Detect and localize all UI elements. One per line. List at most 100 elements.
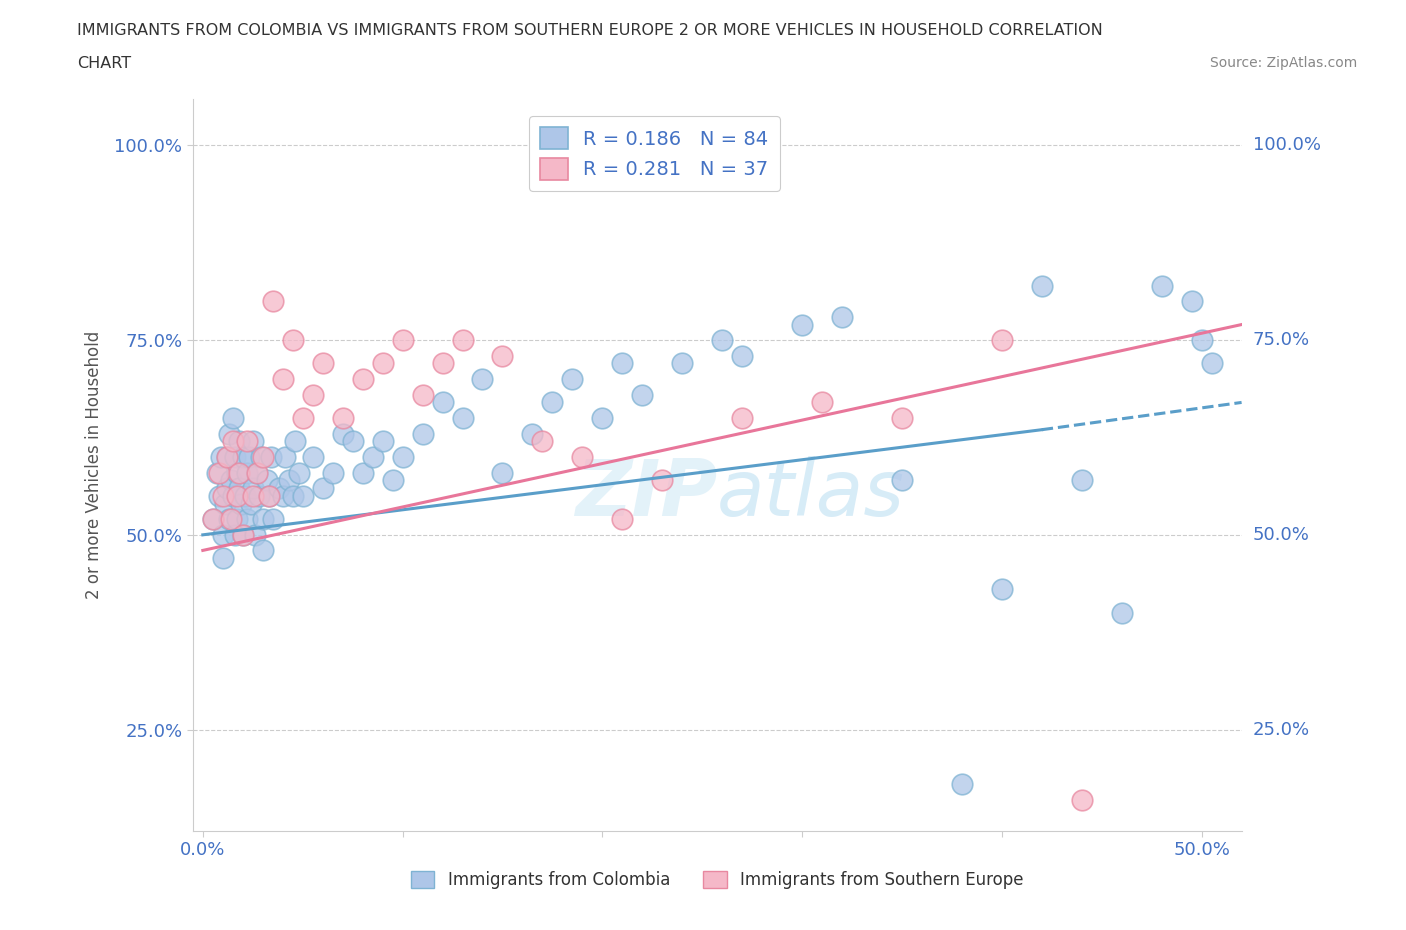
Point <box>257 488 280 503</box>
Point <box>301 387 323 402</box>
Text: 50.0%: 50.0% <box>1253 525 1309 544</box>
Point <box>256 472 278 487</box>
Text: IMMIGRANTS FROM COLOMBIA VS IMMIGRANTS FROM SOUTHERN EUROPE 2 OR MORE VEHICLES I: IMMIGRANTS FROM COLOMBIA VS IMMIGRANTS F… <box>77 23 1104 38</box>
Point <box>531 434 554 449</box>
Text: Source: ZipAtlas.com: Source: ZipAtlas.com <box>1209 56 1357 70</box>
Point <box>267 481 290 496</box>
Point <box>262 294 284 309</box>
Text: CHART: CHART <box>77 56 131 71</box>
Point <box>225 512 247 526</box>
Point <box>412 387 434 402</box>
Point <box>281 488 304 503</box>
Point <box>1031 278 1053 293</box>
Point <box>1181 294 1204 309</box>
Point <box>262 512 284 526</box>
Point <box>831 310 853 325</box>
Point <box>671 356 693 371</box>
Point <box>491 465 513 480</box>
Point <box>229 497 252 512</box>
Point <box>571 449 593 464</box>
Point <box>371 434 394 449</box>
Point <box>284 434 307 449</box>
Point <box>246 465 269 480</box>
Point <box>391 449 413 464</box>
Point <box>233 488 256 503</box>
Point <box>211 551 233 565</box>
Point <box>361 449 384 464</box>
Point <box>205 465 228 480</box>
Legend: R = 0.186   N = 84, R = 0.281   N = 37: R = 0.186 N = 84, R = 0.281 N = 37 <box>529 115 780 192</box>
Point <box>591 410 613 425</box>
Point <box>252 543 274 558</box>
Point <box>232 527 254 542</box>
Point <box>218 512 240 526</box>
Text: ZIP: ZIP <box>575 456 717 532</box>
Point <box>228 465 250 480</box>
Point <box>222 488 245 503</box>
Point <box>711 333 734 348</box>
Point <box>1191 333 1213 348</box>
Point <box>391 333 413 348</box>
Point <box>281 333 304 348</box>
Point <box>238 449 260 464</box>
Point <box>232 527 254 542</box>
Point <box>224 449 246 464</box>
Point <box>252 449 274 464</box>
Point <box>218 426 240 441</box>
Point <box>274 449 297 464</box>
Point <box>232 449 254 464</box>
Point <box>211 488 233 503</box>
Point <box>311 356 333 371</box>
Point <box>222 434 245 449</box>
Point <box>257 488 280 503</box>
Point <box>991 333 1014 348</box>
Point <box>352 372 374 387</box>
Point <box>451 333 474 348</box>
Point <box>322 465 344 480</box>
Point <box>612 512 634 526</box>
Point <box>291 488 314 503</box>
Point <box>260 449 283 464</box>
Point <box>224 527 246 542</box>
Point <box>950 777 973 791</box>
Point <box>236 512 259 526</box>
Point <box>1070 472 1092 487</box>
Point <box>219 512 242 526</box>
Point <box>225 488 247 503</box>
Point <box>651 472 673 487</box>
Text: 100.0%: 100.0% <box>1253 137 1320 154</box>
Point <box>301 449 323 464</box>
Point <box>219 472 242 487</box>
Point <box>790 317 813 332</box>
Point <box>214 497 236 512</box>
Point <box>811 395 834 410</box>
Point <box>242 481 264 496</box>
Point <box>631 387 654 402</box>
Point <box>208 465 231 480</box>
Point <box>215 481 238 496</box>
Point <box>1201 356 1223 371</box>
Point <box>247 488 270 503</box>
Point <box>332 410 354 425</box>
Point <box>432 395 454 410</box>
Point <box>561 372 583 387</box>
Point <box>215 449 238 464</box>
Point <box>342 434 364 449</box>
Point <box>612 356 634 371</box>
Point <box>287 465 309 480</box>
Point <box>311 481 333 496</box>
Point <box>491 348 513 363</box>
Point <box>208 488 231 503</box>
Point <box>412 426 434 441</box>
Point <box>451 410 474 425</box>
Point <box>1150 278 1173 293</box>
Point <box>246 465 269 480</box>
Point <box>332 426 354 441</box>
Point <box>991 582 1014 597</box>
Point <box>271 488 294 503</box>
Y-axis label: 2 or more Vehicles in Household: 2 or more Vehicles in Household <box>86 331 103 599</box>
Point <box>891 410 914 425</box>
Point <box>291 410 314 425</box>
Point <box>731 410 754 425</box>
Point <box>242 488 264 503</box>
